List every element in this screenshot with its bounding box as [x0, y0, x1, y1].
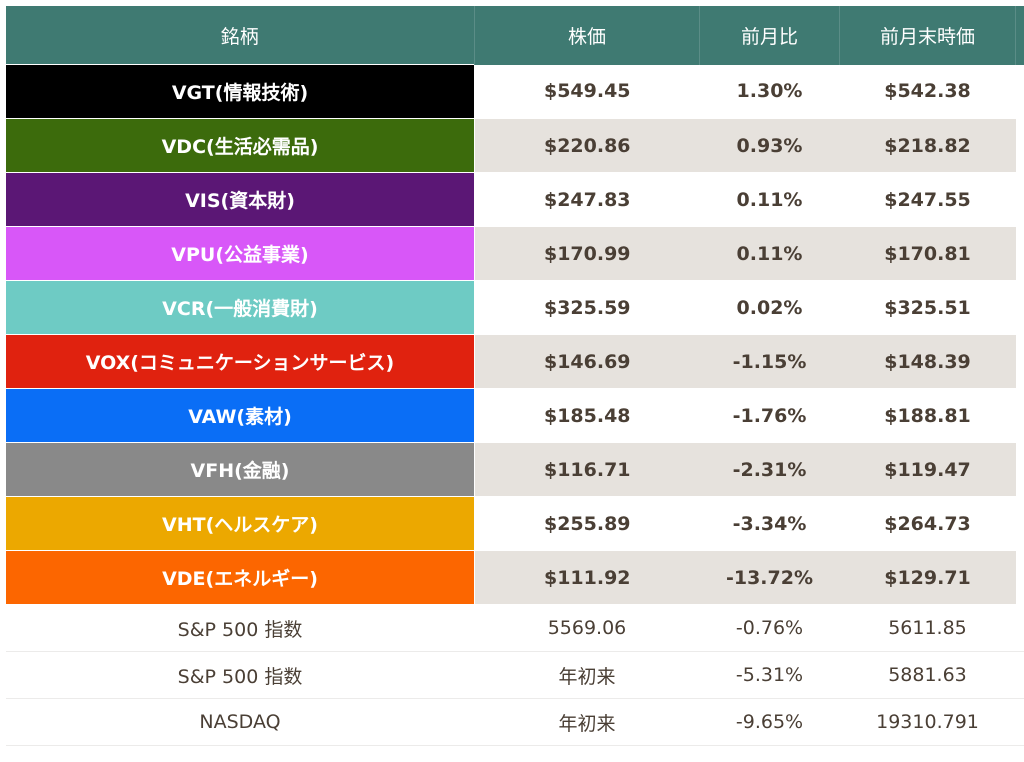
- header-price: 株価: [475, 6, 700, 65]
- sector-row: VFH(金融)$116.71-2.31%$119.47: [6, 443, 1024, 497]
- sector-name: VDC(生活必需品): [6, 119, 475, 173]
- row-spacer: [1016, 443, 1024, 497]
- sector-price: $116.71: [475, 443, 700, 497]
- header-spacer: [1016, 6, 1024, 65]
- sector-name: VHT(ヘルスケア): [6, 497, 475, 551]
- index-change: -9.65%: [700, 699, 840, 746]
- row-spacer: [1016, 497, 1024, 551]
- sector-row: VOX(コミュニケーションサービス)$146.69-1.15%$148.39: [6, 335, 1024, 389]
- index-prev-close: 5881.63: [840, 652, 1016, 699]
- index-name: S&P 500 指数: [6, 605, 475, 652]
- sector-price: $325.59: [475, 281, 700, 335]
- sector-price: $170.99: [475, 227, 700, 281]
- sector-change: 0.11%: [700, 173, 840, 227]
- index-price: 5569.06: [475, 605, 700, 652]
- sector-change: -13.72%: [700, 551, 840, 605]
- sector-name: VAW(素材): [6, 389, 475, 443]
- sector-prev-close: $264.73: [840, 497, 1016, 551]
- sector-price: $255.89: [475, 497, 700, 551]
- row-spacer: [1016, 227, 1024, 281]
- sector-price: $549.45: [475, 65, 700, 119]
- index-name: NASDAQ: [6, 699, 475, 746]
- sector-change: -2.31%: [700, 443, 840, 497]
- sector-name: VFH(金融): [6, 443, 475, 497]
- sector-price: $247.83: [475, 173, 700, 227]
- sector-prev-close: $188.81: [840, 389, 1016, 443]
- sector-prev-close: $148.39: [840, 335, 1016, 389]
- sector-price: $111.92: [475, 551, 700, 605]
- sector-prev-close: $325.51: [840, 281, 1016, 335]
- row-spacer: [1016, 335, 1024, 389]
- sector-name: VCR(一般消費財): [6, 281, 475, 335]
- row-spacer: [1016, 389, 1024, 443]
- sector-prev-close: $542.38: [840, 65, 1016, 119]
- sector-change: -3.34%: [700, 497, 840, 551]
- sector-row: VAW(素材)$185.48-1.76%$188.81: [6, 389, 1024, 443]
- sector-prev-close: $129.71: [840, 551, 1016, 605]
- sector-change: 1.30%: [700, 65, 840, 119]
- sector-prev-close: $218.82: [840, 119, 1016, 173]
- sector-price: $220.86: [475, 119, 700, 173]
- index-price: 年初来: [475, 699, 700, 746]
- index-price: 年初来: [475, 652, 700, 699]
- sector-row: VHT(ヘルスケア)$255.89-3.34%$264.73: [6, 497, 1024, 551]
- index-name: S&P 500 指数: [6, 652, 475, 699]
- sector-name: VIS(資本財): [6, 173, 475, 227]
- sector-name: VPU(公益事業): [6, 227, 475, 281]
- header-change: 前月比: [700, 6, 840, 65]
- index-row: S&P 500 指数年初来-5.31%5881.63: [6, 652, 1024, 699]
- index-prev-close: 19310.791: [840, 699, 1016, 746]
- sector-price: $185.48: [475, 389, 700, 443]
- index-change: -5.31%: [700, 652, 840, 699]
- sector-row: VDE(エネルギー)$111.92-13.72%$129.71: [6, 551, 1024, 605]
- sector-name: VDE(エネルギー): [6, 551, 475, 605]
- row-spacer: [1016, 605, 1024, 652]
- row-spacer: [1016, 652, 1024, 699]
- row-spacer: [1016, 173, 1024, 227]
- sector-prev-close: $119.47: [840, 443, 1016, 497]
- row-spacer: [1016, 699, 1024, 746]
- row-spacer: [1016, 281, 1024, 335]
- sector-change: -1.15%: [700, 335, 840, 389]
- header-prev-close: 前月末時価: [840, 6, 1016, 65]
- row-spacer: [1016, 119, 1024, 173]
- sector-change: 0.11%: [700, 227, 840, 281]
- sector-change: 0.93%: [700, 119, 840, 173]
- sector-name: VGT(情報技術): [6, 65, 475, 119]
- sector-price: $146.69: [475, 335, 700, 389]
- sector-name: VOX(コミュニケーションサービス): [6, 335, 475, 389]
- row-spacer: [1016, 551, 1024, 605]
- sector-prev-close: $247.55: [840, 173, 1016, 227]
- row-spacer: [1016, 65, 1024, 119]
- sector-change: 0.02%: [700, 281, 840, 335]
- index-prev-close: 5611.85: [840, 605, 1016, 652]
- header-row: 銘柄 株価 前月比 前月末時価: [6, 6, 1024, 65]
- sector-change: -1.76%: [700, 389, 840, 443]
- index-change: -0.76%: [700, 605, 840, 652]
- sector-prev-close: $170.81: [840, 227, 1016, 281]
- header-ticker: 銘柄: [6, 6, 475, 65]
